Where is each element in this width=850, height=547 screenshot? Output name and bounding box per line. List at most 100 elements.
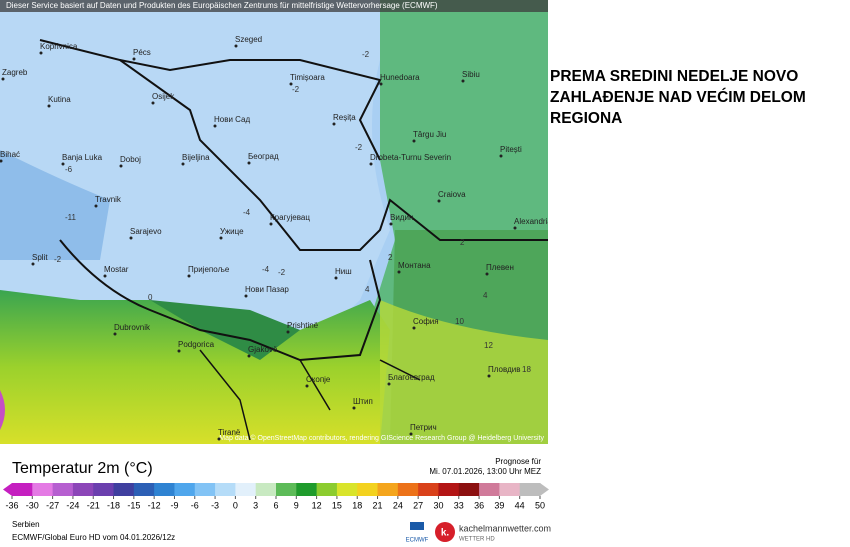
brand-sub: WETTER HD bbox=[459, 537, 495, 543]
city-dot bbox=[132, 57, 136, 61]
city-label: Петрич bbox=[410, 423, 437, 432]
city-label: Drobeta-Turnu Severin bbox=[370, 153, 451, 162]
colorbar-tick-label: 30 bbox=[433, 500, 443, 510]
brand-logo bbox=[435, 522, 455, 542]
contour-label: 4 bbox=[365, 285, 370, 294]
colorbar-swatch bbox=[113, 483, 135, 496]
colorbar-swatch bbox=[72, 483, 94, 496]
city-label: Timișoara bbox=[290, 73, 325, 82]
city-label: Koprivnica bbox=[40, 42, 78, 51]
city-label: Reșița bbox=[333, 113, 356, 122]
colorbar-tick-label: 9 bbox=[294, 500, 299, 510]
colorbar-tick-label: 44 bbox=[515, 500, 525, 510]
brand: kachelmannwetter.com bbox=[459, 523, 551, 533]
colorbar-tick-label: -27 bbox=[46, 500, 59, 510]
legend-title: Temperatur 2m (°C) bbox=[12, 460, 153, 477]
city-dot bbox=[389, 222, 393, 226]
colorbar-swatch bbox=[418, 483, 439, 496]
colorbar-tick-label: -18 bbox=[107, 500, 120, 510]
city-label: Bihać bbox=[0, 150, 20, 159]
contour-label: 18 bbox=[522, 365, 531, 374]
city-label: Видин bbox=[390, 213, 413, 222]
map-notice: Dieser Service basiert auf Daten und Pro… bbox=[6, 1, 438, 10]
city-dot bbox=[213, 124, 217, 128]
colorbar-tick-label: 21 bbox=[373, 500, 383, 510]
city-dot bbox=[181, 162, 185, 166]
city-dot bbox=[369, 162, 373, 166]
city-label: Split bbox=[32, 253, 48, 262]
colorbar-tick-label: 18 bbox=[352, 500, 362, 510]
city-label: Крагујевац bbox=[270, 213, 310, 222]
contour-label: -6 bbox=[65, 165, 73, 174]
contour-label: -2 bbox=[54, 255, 62, 264]
colorbar-tick-label: -36 bbox=[5, 500, 18, 510]
colorbar-tick-label: -9 bbox=[170, 500, 178, 510]
colorbar-swatch bbox=[316, 483, 338, 496]
colorbar-swatch bbox=[519, 483, 541, 496]
colorbar-arrow bbox=[540, 483, 549, 496]
city-dot bbox=[513, 226, 517, 230]
city-label: Плевен bbox=[486, 263, 514, 272]
city-label: Београд bbox=[248, 152, 279, 161]
city-dot bbox=[113, 332, 117, 336]
colorbar-swatch bbox=[276, 483, 297, 496]
colorbar-tick-label: 3 bbox=[253, 500, 258, 510]
city-dot bbox=[437, 199, 441, 203]
city-dot bbox=[332, 122, 336, 126]
contour-label: 12 bbox=[484, 341, 493, 350]
contour-label: -2 bbox=[355, 143, 363, 152]
contour-label: -2 bbox=[278, 268, 286, 277]
city-label: Пловдив bbox=[488, 365, 521, 374]
city-label: Пријепоље bbox=[188, 265, 230, 274]
colorbar-tick-label: -12 bbox=[148, 500, 161, 510]
city-label: Osijek bbox=[152, 92, 175, 101]
city-dot bbox=[499, 154, 503, 158]
city-dot bbox=[387, 382, 391, 386]
city-dot bbox=[412, 326, 416, 330]
contour-label: -11 bbox=[65, 213, 77, 222]
model-run: ECMWF/Global Euro HD vom 04.01.2026/12z bbox=[12, 533, 175, 542]
colorbar-tick-label: 39 bbox=[494, 500, 504, 510]
colorbar-swatch bbox=[235, 483, 257, 496]
city-dot bbox=[1, 77, 5, 81]
forecast-time: Mi. 07.01.2026, 13:00 Uhr MEZ bbox=[429, 467, 541, 476]
contour-label: -4 bbox=[243, 208, 251, 217]
city-dot bbox=[0, 159, 3, 163]
contour-label: -2 bbox=[292, 85, 300, 94]
city-label: Нови Сад bbox=[214, 115, 250, 124]
city-label: Craiova bbox=[438, 190, 466, 199]
city-label: Ужице bbox=[220, 227, 244, 236]
colorbar-tick-label: 0 bbox=[233, 500, 238, 510]
headline-line: REGIONA bbox=[550, 110, 623, 127]
city-dot bbox=[487, 374, 491, 378]
city-dot bbox=[234, 44, 238, 48]
colorbar-swatch bbox=[215, 483, 236, 496]
city-label: Doboj bbox=[120, 155, 141, 164]
city-dot bbox=[217, 437, 221, 441]
city-dot bbox=[352, 406, 356, 410]
colorbar-tick-label: -21 bbox=[87, 500, 100, 510]
city-label: Banja Luka bbox=[62, 153, 103, 162]
city-dot bbox=[247, 161, 251, 165]
contour-label: 2 bbox=[388, 253, 393, 262]
city-label: Prishtinë bbox=[287, 321, 319, 330]
city-dot bbox=[39, 51, 43, 55]
city-label: Szeged bbox=[235, 35, 262, 44]
city-label: Gjakovë bbox=[248, 345, 278, 354]
colorbar-swatch bbox=[174, 483, 196, 496]
brand-logo-text: k. bbox=[441, 528, 450, 539]
city-dot bbox=[94, 204, 98, 208]
ecmwf-label: ECMWF bbox=[406, 538, 429, 544]
colorbar-swatch bbox=[357, 483, 379, 496]
city-dot bbox=[151, 101, 155, 105]
city-label: Tiranë bbox=[218, 428, 241, 437]
colorbar-tick-label: 6 bbox=[273, 500, 278, 510]
city-label: Sibiu bbox=[462, 70, 480, 79]
city-dot bbox=[412, 139, 416, 143]
colorbar-swatch bbox=[12, 483, 33, 496]
city-label: Sarajevo bbox=[130, 227, 162, 236]
city-dot bbox=[47, 104, 51, 108]
colorbar-swatch bbox=[499, 483, 521, 496]
city-dot bbox=[305, 384, 309, 388]
colorbar-swatch bbox=[479, 483, 500, 496]
